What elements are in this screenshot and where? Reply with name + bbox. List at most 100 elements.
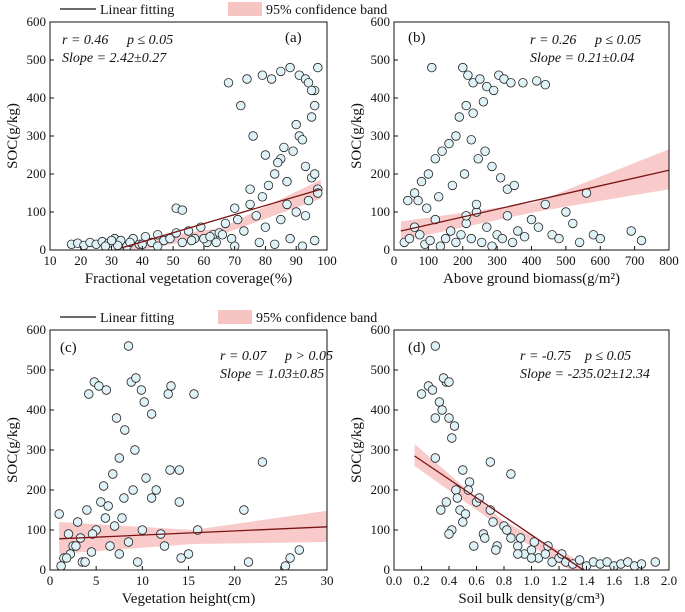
data-point bbox=[574, 237, 585, 248]
legend-line-label: Linear fitting bbox=[100, 311, 174, 326]
data-point bbox=[300, 211, 311, 221]
data-point bbox=[540, 79, 551, 90]
data-point bbox=[440, 233, 451, 244]
data-point bbox=[105, 541, 115, 551]
data-point bbox=[273, 157, 283, 168]
y-axis-title: SOC(g/kg) bbox=[349, 417, 365, 483]
x-tick-label: 100 bbox=[419, 253, 439, 268]
data-point bbox=[464, 477, 475, 487]
data-point bbox=[526, 545, 537, 555]
y-tick-label: 300 bbox=[371, 128, 391, 143]
data-point bbox=[98, 481, 109, 491]
stat-slope: Slope = 2.42±0.27 bbox=[62, 51, 167, 66]
data-point bbox=[485, 457, 496, 467]
data-point bbox=[132, 557, 143, 567]
data-point bbox=[449, 421, 460, 431]
data-point bbox=[469, 541, 479, 551]
data-point bbox=[72, 517, 83, 527]
data-point bbox=[488, 517, 498, 527]
data-point bbox=[111, 413, 122, 423]
legend-band-swatch bbox=[228, 2, 262, 16]
data-point bbox=[427, 385, 438, 395]
x-axis-title: Vegetation height(cm) bbox=[122, 591, 256, 607]
data-point bbox=[413, 195, 423, 206]
data-point bbox=[136, 385, 147, 395]
x-tick-label: 30 bbox=[321, 573, 334, 588]
data-point bbox=[276, 214, 286, 225]
data-point bbox=[602, 557, 612, 567]
data-point bbox=[186, 235, 197, 246]
data-point bbox=[276, 66, 286, 77]
data-point bbox=[279, 142, 289, 153]
data-point bbox=[436, 505, 446, 515]
data-point bbox=[128, 485, 138, 495]
data-point bbox=[475, 74, 485, 84]
data-point bbox=[310, 100, 320, 111]
data-point bbox=[441, 497, 452, 507]
data-point bbox=[581, 561, 592, 570]
data-point bbox=[533, 222, 544, 232]
data-point bbox=[404, 233, 415, 244]
data-point bbox=[636, 235, 647, 246]
data-point bbox=[474, 493, 485, 503]
data-point bbox=[473, 154, 483, 164]
data-point bbox=[239, 226, 249, 236]
y-tick-label: 200 bbox=[27, 482, 47, 497]
data-point bbox=[491, 545, 501, 555]
data-point bbox=[497, 233, 508, 244]
data-point bbox=[468, 108, 478, 118]
x-tick-label: 20 bbox=[74, 253, 87, 268]
data-point bbox=[313, 62, 323, 73]
data-point bbox=[211, 237, 221, 248]
data-point bbox=[159, 541, 170, 551]
panel-label: (d) bbox=[408, 340, 426, 356]
y-tick-label: 600 bbox=[27, 14, 47, 29]
data-point bbox=[452, 493, 463, 503]
fit-line bbox=[414, 455, 585, 570]
data-point bbox=[458, 62, 468, 73]
data-point bbox=[176, 553, 186, 563]
data-point bbox=[303, 195, 314, 206]
data-point bbox=[153, 241, 163, 250]
legend-band-swatch bbox=[218, 310, 252, 324]
data-point bbox=[166, 381, 176, 391]
x-tick-label: 0.0 bbox=[386, 573, 402, 588]
data-point bbox=[506, 533, 516, 543]
plot-area bbox=[414, 341, 661, 570]
x-tick-label: 400 bbox=[522, 253, 542, 268]
stat-slope: Slope = -235.02±12.34 bbox=[520, 367, 650, 382]
data-point bbox=[466, 135, 477, 145]
data-point bbox=[103, 501, 113, 511]
data-point bbox=[466, 233, 477, 244]
x-tick-label: 600 bbox=[591, 253, 611, 268]
data-point bbox=[137, 525, 148, 535]
data-point bbox=[416, 389, 427, 399]
data-point bbox=[257, 457, 268, 467]
data-point bbox=[444, 377, 454, 387]
y-tick-label: 0 bbox=[384, 242, 391, 257]
x-tick-label: 90 bbox=[290, 253, 303, 268]
data-point bbox=[437, 146, 447, 156]
data-point bbox=[291, 119, 301, 130]
data-point bbox=[123, 537, 134, 547]
data-point bbox=[519, 231, 530, 242]
data-point bbox=[87, 529, 98, 539]
data-point bbox=[174, 497, 185, 507]
y-tick-label: 300 bbox=[371, 442, 391, 457]
stat-p: p ≤ 0.05 bbox=[584, 349, 631, 364]
data-point bbox=[409, 188, 420, 198]
data-point bbox=[114, 453, 125, 463]
stat-r: r = 0.26 bbox=[530, 33, 576, 48]
data-point bbox=[447, 433, 457, 443]
y-tick-label: 200 bbox=[371, 166, 391, 181]
data-point bbox=[423, 169, 434, 179]
data-point bbox=[513, 541, 523, 551]
panel-label: (c) bbox=[60, 340, 77, 356]
data-point bbox=[297, 135, 308, 145]
y-tick-label: 600 bbox=[27, 322, 47, 337]
data-point bbox=[568, 218, 578, 229]
data-point bbox=[130, 445, 140, 455]
y-tick-label: 0 bbox=[40, 242, 47, 257]
data-point bbox=[513, 549, 523, 559]
data-point bbox=[245, 184, 255, 194]
